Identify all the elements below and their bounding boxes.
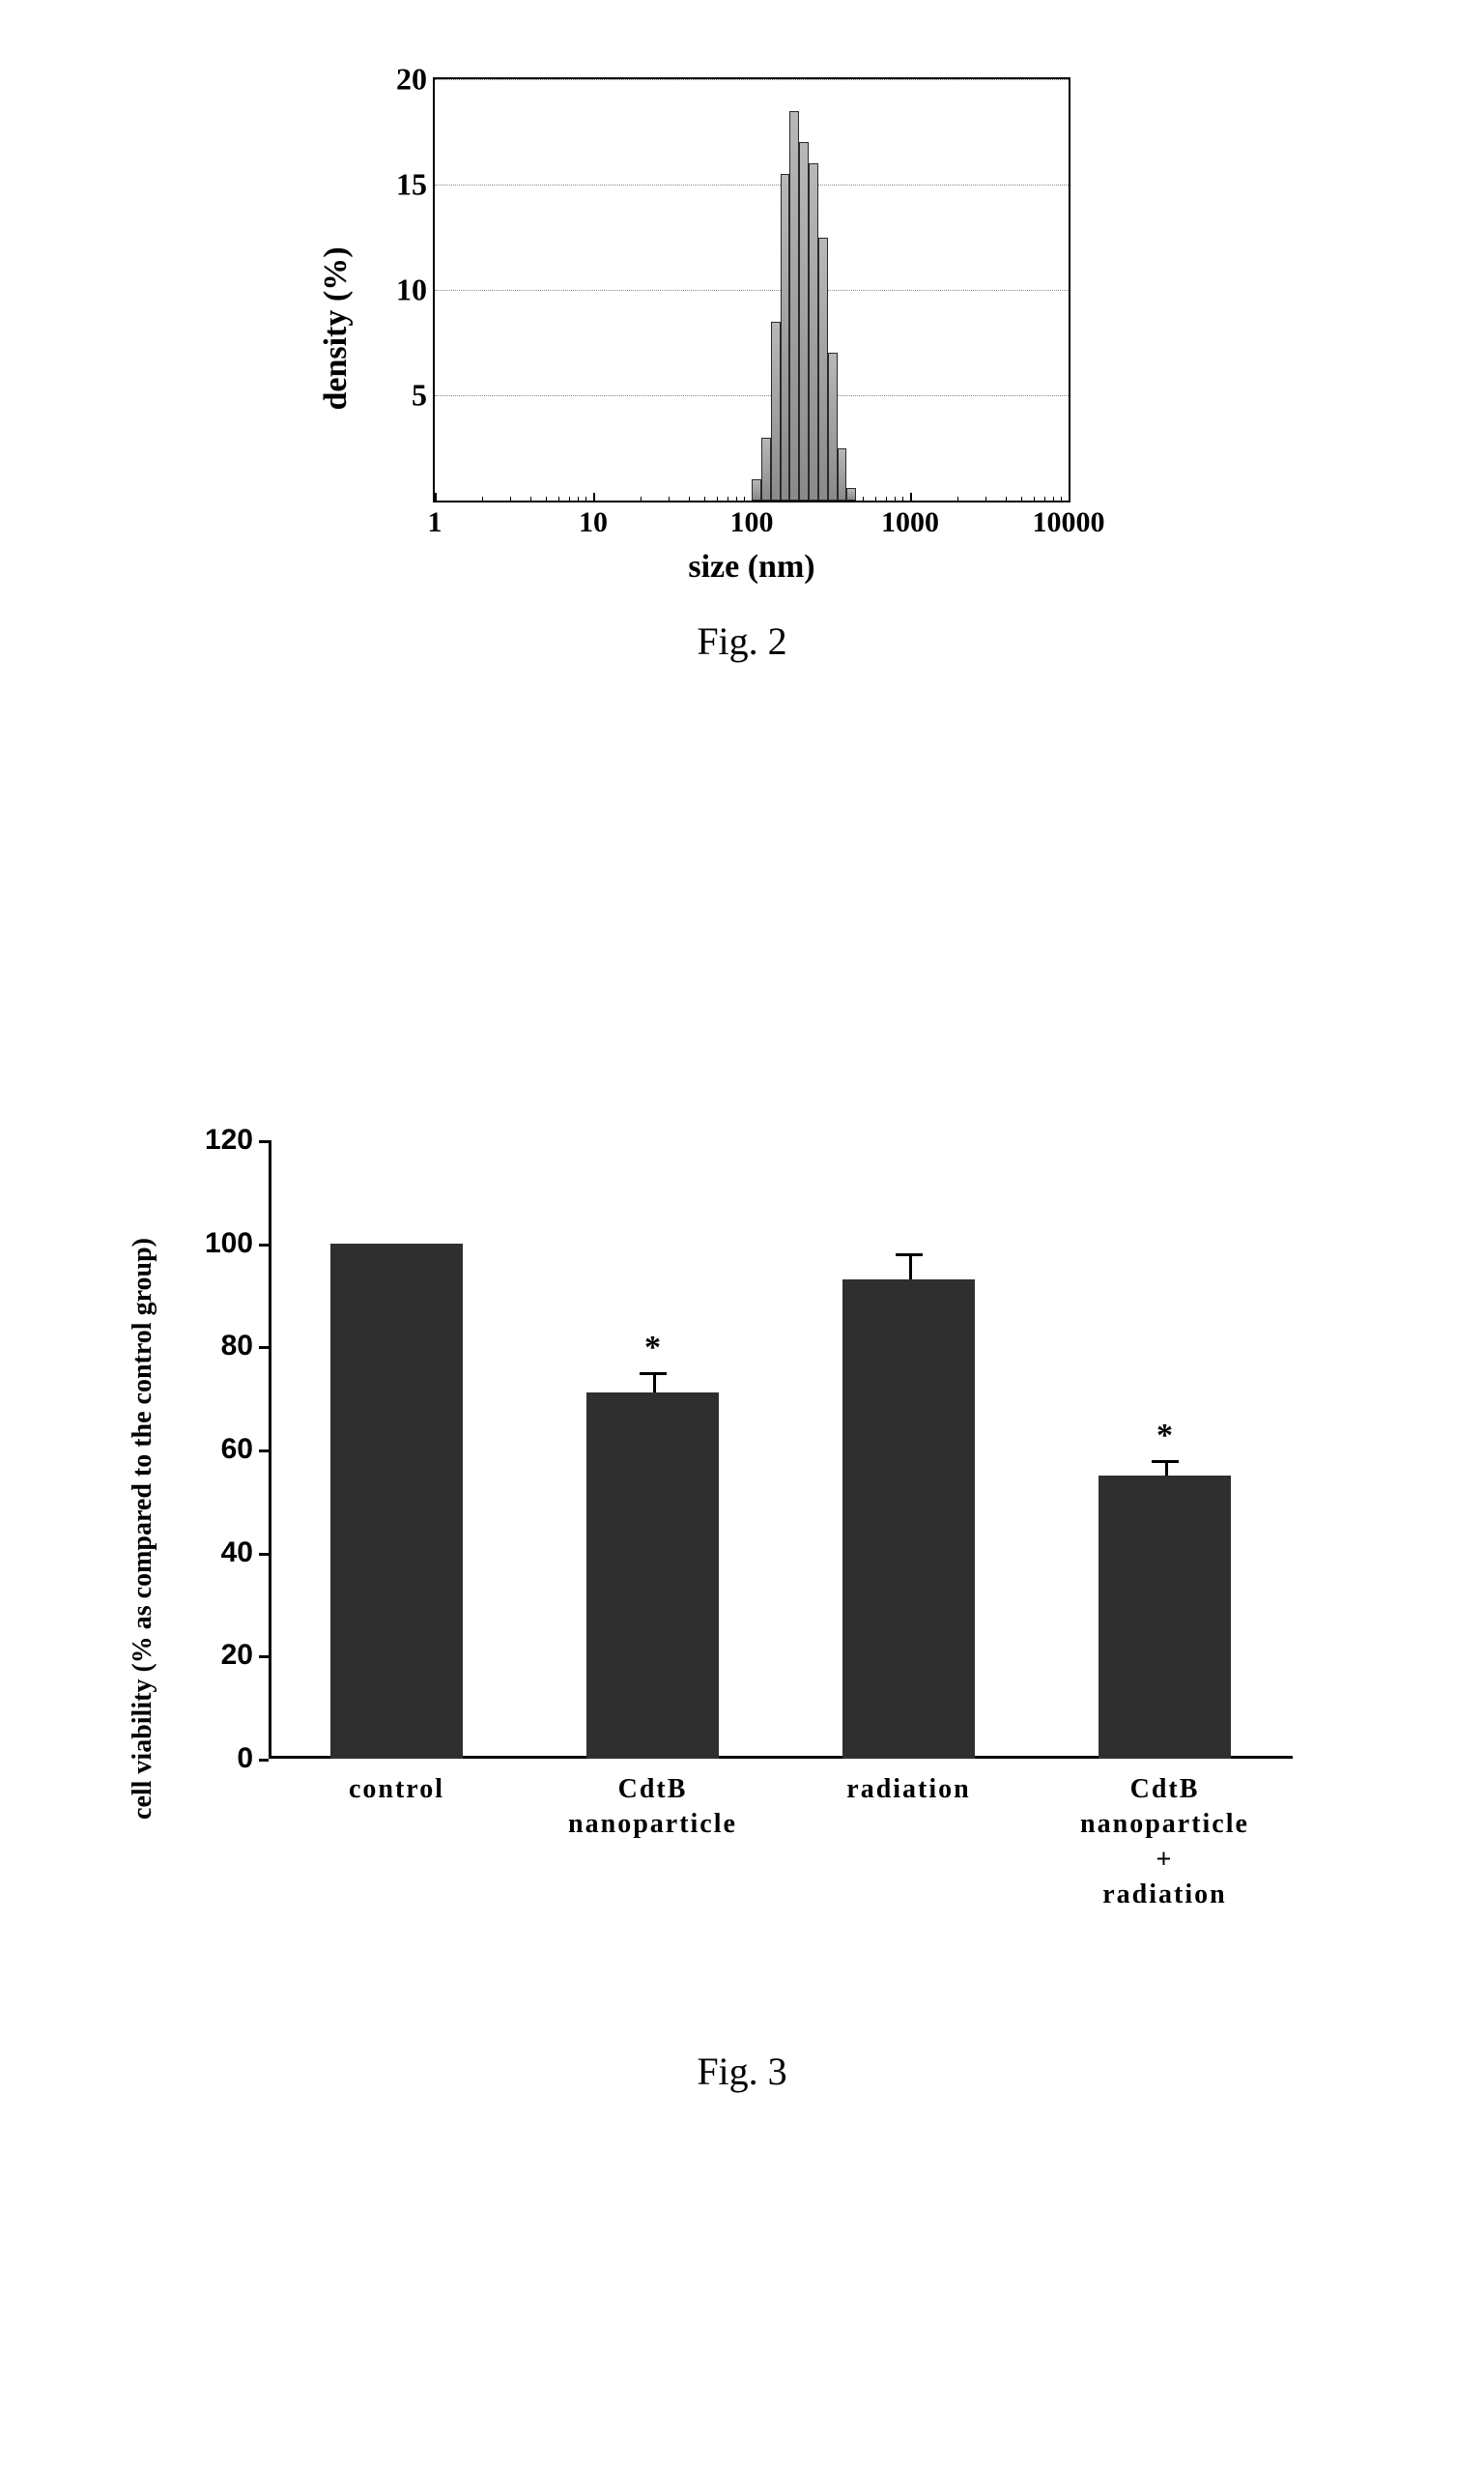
fig2-x-minor-tick (717, 497, 718, 502)
fig2-x-minor-tick (558, 497, 559, 502)
fig2-x-tick (1069, 493, 1070, 502)
fig2-gridline (435, 79, 1069, 80)
fig3-y-tick-label: 60 (221, 1433, 253, 1466)
fig3-y-tick (259, 1759, 269, 1762)
fig3-bar (330, 1244, 464, 1759)
fig2-x-minor-tick (546, 497, 547, 502)
fig2-x-minor-tick (863, 497, 864, 502)
fig2-x-minor-tick (957, 497, 958, 502)
fig3-error-bar (909, 1253, 912, 1279)
fig2-x-tick (910, 493, 912, 502)
fig2-gridline (435, 185, 1069, 186)
fig3-y-tick (259, 1655, 269, 1658)
fig2-bar (818, 238, 828, 502)
fig3-error-bar (653, 1372, 656, 1392)
fig3-error-cap (1152, 1460, 1179, 1463)
fig2-x-minor-tick (886, 497, 887, 502)
fig3-y-tick (259, 1449, 269, 1452)
fig3-error-cap (640, 1372, 667, 1375)
fig3-y-tick (259, 1346, 269, 1349)
fig3-significance-star: * (1156, 1418, 1173, 1454)
fig2-bar (846, 488, 856, 501)
fig2-x-minor-tick (744, 497, 745, 502)
fig2-x-minor-tick (895, 497, 896, 502)
fig3-significance-star: * (644, 1330, 661, 1366)
fig2-bar (828, 353, 838, 501)
fig3-y-tick-label: 0 (237, 1742, 253, 1775)
fig3-y-axis (269, 1140, 271, 1759)
fig3-y-tick (259, 1553, 269, 1556)
fig2-gridline (435, 290, 1069, 291)
fig2-y-tick-label: 15 (396, 167, 427, 203)
fig2-x-minor-tick (985, 497, 986, 502)
fig2-x-tick (435, 493, 437, 502)
fig2-x-minor-tick (902, 497, 903, 502)
fig2-x-minor-tick (1061, 497, 1062, 502)
fig2-gridline (435, 395, 1069, 396)
fig2-x-minor-tick (641, 497, 642, 502)
fig2-x-tick (593, 493, 595, 502)
fig2-x-axis-label: size (nm) (688, 549, 814, 586)
fig2-x-minor-tick (689, 497, 690, 502)
fig2-bar (752, 479, 761, 501)
fig3-y-tick-label: 40 (221, 1536, 253, 1569)
fig2-x-minor-tick (510, 497, 511, 502)
fig3-bar (586, 1392, 720, 1759)
fig3-category-label: CdtB nanoparticle (568, 1759, 737, 1843)
fig3-bar (1099, 1476, 1232, 1759)
fig2-bar (771, 322, 781, 501)
fig2-x-minor-tick (736, 497, 737, 502)
fig2-x-tick-label: 10000 (1033, 506, 1105, 539)
fig3-plot-area: 020406080100120control*CdtB nanoparticle… (269, 1140, 1293, 1759)
fig3-y-tick-label: 120 (205, 1124, 253, 1157)
figure-2: density (%) size (nm) 510152011010010001… (346, 58, 1138, 664)
fig2-y-tick-label: 20 (396, 62, 427, 98)
fig3-error-cap (896, 1253, 923, 1256)
figure-3: cell viability (% as compared to the con… (133, 1102, 1351, 2094)
fig2-plot-area: size (nm) 5101520110100100010000 (433, 77, 1070, 502)
fig2-x-minor-tick (530, 497, 531, 502)
fig3-category-label: radiation (846, 1759, 970, 1807)
fig2-x-minor-tick (1006, 497, 1007, 502)
fig3-y-tick-label: 80 (221, 1330, 253, 1363)
fig2-x-tick-label: 1000 (881, 506, 939, 539)
fig2-x-minor-tick (875, 497, 876, 502)
fig2-y-tick-label: 5 (412, 378, 427, 414)
fig2-caption: Fig. 2 (346, 618, 1138, 664)
fig2-x-minor-tick (1053, 497, 1054, 502)
fig2-x-minor-tick (578, 497, 579, 502)
fig2-x-minor-tick (1021, 497, 1022, 502)
fig3-chart: cell viability (% as compared to the con… (133, 1102, 1351, 2029)
fig3-category-label: control (349, 1759, 444, 1807)
fig2-y-axis-label: density (%) (318, 246, 355, 410)
fig2-x-minor-tick (482, 497, 483, 502)
fig2-x-minor-tick (569, 497, 570, 502)
fig3-y-axis-label: cell viability (% as compared to the con… (128, 1238, 158, 1820)
fig2-y-tick-label: 10 (396, 273, 427, 308)
fig2-bar (799, 142, 809, 501)
fig3-y-tick (259, 1140, 269, 1143)
fig3-category-label: CdtB nanoparticle + radiation (1080, 1759, 1249, 1913)
fig2-x-tick-label: 100 (730, 506, 774, 539)
fig2-x-tick-label: 10 (579, 506, 608, 539)
fig2-x-minor-tick (585, 497, 586, 502)
fig2-bar (781, 174, 790, 501)
fig3-caption: Fig. 3 (133, 2049, 1351, 2094)
fig2-bar (789, 111, 799, 501)
fig2-x-minor-tick (1034, 497, 1035, 502)
fig2-bar (838, 448, 847, 502)
fig2-bar (761, 438, 771, 501)
fig2-bar (809, 163, 818, 501)
fig2-x-minor-tick (704, 497, 705, 502)
fig2-x-minor-tick (669, 497, 670, 502)
fig3-y-tick-label: 100 (205, 1227, 253, 1260)
fig2-x-minor-tick (1044, 497, 1045, 502)
fig2-chart: density (%) size (nm) 510152011010010001… (346, 58, 1138, 599)
fig3-y-tick (259, 1244, 269, 1247)
fig2-x-tick-label: 1 (428, 506, 442, 539)
fig3-bar (842, 1279, 976, 1759)
fig3-y-tick-label: 20 (221, 1639, 253, 1672)
